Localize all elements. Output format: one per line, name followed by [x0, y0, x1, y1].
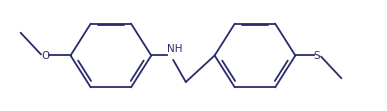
Text: S: S	[313, 51, 320, 60]
Text: O: O	[41, 51, 50, 60]
Text: NH: NH	[167, 44, 183, 54]
